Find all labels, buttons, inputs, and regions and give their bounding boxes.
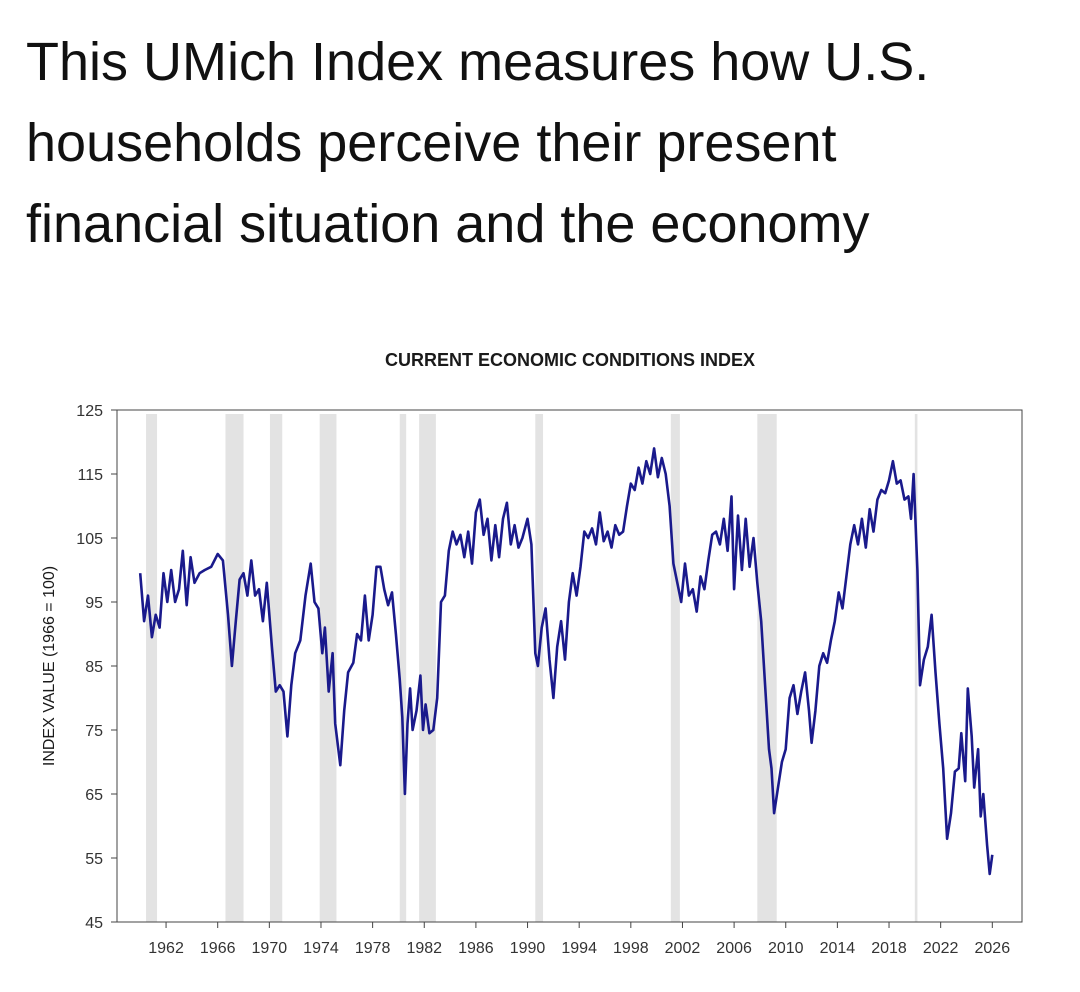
x-tick-label: 1994 [561,940,597,957]
y-tick-label: 75 [85,723,103,740]
recession-band [670,414,680,922]
y-axis-label: INDEX VALUE (1966 = 100) [41,566,58,766]
recession-band [146,414,158,922]
x-tick-label: 1966 [200,940,236,957]
y-tick-label: 95 [85,595,103,612]
recession-band [269,414,283,922]
chart-title: CURRENT ECONOMIC CONDITIONS INDEX [385,350,755,370]
y-tick-label: 45 [85,915,103,932]
y-tick-label: 85 [85,659,103,676]
x-tick-label: 1962 [148,940,184,957]
y-tick-label: 55 [85,851,103,868]
recession-band [535,414,544,922]
x-tick-label: 2022 [923,940,959,957]
x-tick-label: 2010 [768,940,804,957]
y-tick-label: 125 [76,403,103,420]
recession-band [757,414,777,922]
recession-band [914,414,918,922]
x-tick-label: 2018 [871,940,907,957]
y-tick-label: 65 [85,787,103,804]
x-tick-label: 1970 [252,940,288,957]
x-tick-label: 2002 [665,940,701,957]
series-line [138,447,994,876]
y-tick-label: 105 [76,531,103,548]
x-tick-label: 1998 [613,940,649,957]
x-tick-label: 2014 [820,940,856,957]
heading-line: This UMich Index measures how U.S. [26,32,929,92]
x-tick-label: 1978 [355,940,391,957]
x-tick-label: 2006 [716,940,752,957]
x-tick-label: 1974 [303,940,339,957]
x-tick-label: 2026 [975,940,1011,957]
heading-line: households perceive their present [26,113,837,173]
recession-band [419,414,436,922]
x-tick-label: 1986 [458,940,494,957]
heading-line: financial situation and the economy [26,194,870,254]
x-tick-label: 1990 [510,940,546,957]
recession-band [399,414,407,922]
x-tick-label: 1982 [406,940,442,957]
y-tick-label: 115 [77,467,103,484]
recession-band [225,414,244,922]
